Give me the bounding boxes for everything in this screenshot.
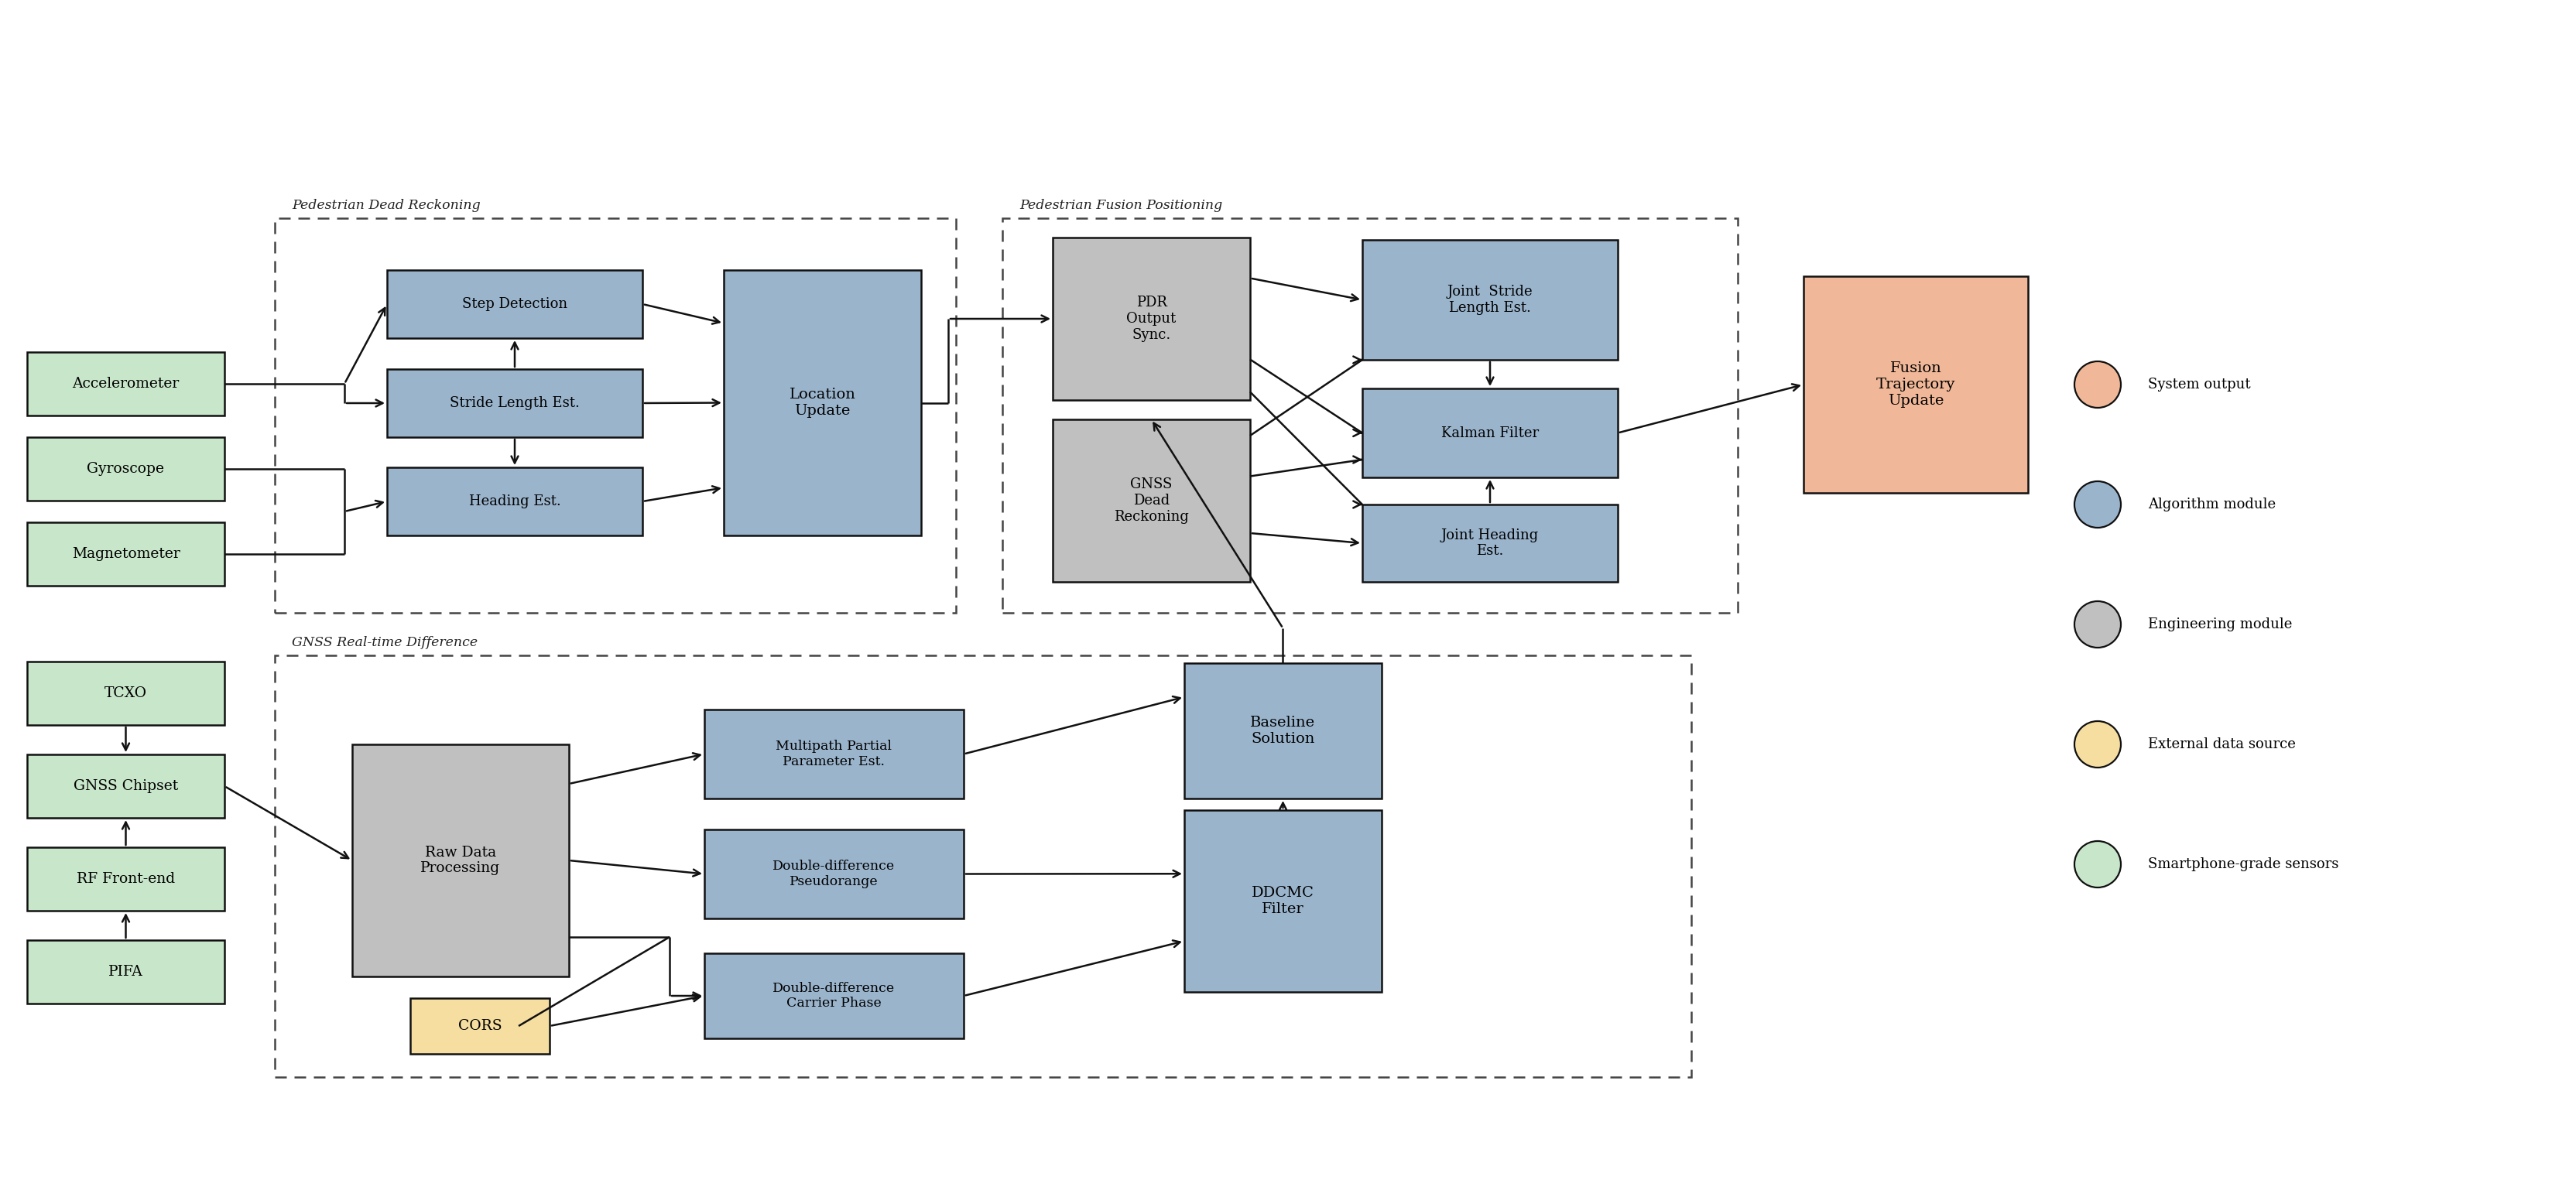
Text: GNSS Real-time Difference: GNSS Real-time Difference xyxy=(291,636,477,649)
Text: Baseline
Solution: Baseline Solution xyxy=(1249,716,1316,746)
FancyBboxPatch shape xyxy=(1803,277,2027,493)
Text: Accelerometer: Accelerometer xyxy=(72,377,180,390)
Text: PDR
Output
Sync.: PDR Output Sync. xyxy=(1126,296,1177,342)
FancyBboxPatch shape xyxy=(1363,504,1618,582)
Circle shape xyxy=(2074,841,2120,887)
Circle shape xyxy=(2074,601,2120,648)
FancyBboxPatch shape xyxy=(28,437,224,500)
Text: GNSS Chipset: GNSS Chipset xyxy=(75,779,178,794)
Text: Heading Est.: Heading Est. xyxy=(469,494,562,509)
FancyBboxPatch shape xyxy=(1363,239,1618,360)
Text: Pedestrian Dead Reckoning: Pedestrian Dead Reckoning xyxy=(291,199,482,212)
FancyBboxPatch shape xyxy=(28,847,224,911)
Text: Kalman Filter: Kalman Filter xyxy=(1440,426,1538,439)
FancyBboxPatch shape xyxy=(386,467,641,535)
FancyBboxPatch shape xyxy=(703,710,963,798)
Text: TCXO: TCXO xyxy=(106,686,147,700)
Text: Magnetometer: Magnetometer xyxy=(72,547,180,561)
Text: Gyroscope: Gyroscope xyxy=(88,462,165,476)
FancyBboxPatch shape xyxy=(386,271,641,338)
FancyBboxPatch shape xyxy=(28,754,224,818)
Text: Location
Update: Location Update xyxy=(788,388,855,418)
Text: PIFA: PIFA xyxy=(108,965,144,979)
FancyBboxPatch shape xyxy=(724,271,922,535)
FancyBboxPatch shape xyxy=(353,745,569,977)
FancyBboxPatch shape xyxy=(410,998,549,1053)
Text: Double-difference
Pseudorange: Double-difference Pseudorange xyxy=(773,859,896,888)
Text: Multipath Partial
Parameter Est.: Multipath Partial Parameter Est. xyxy=(775,740,891,768)
Text: Pedestrian Fusion Positioning: Pedestrian Fusion Positioning xyxy=(1020,199,1224,212)
FancyBboxPatch shape xyxy=(28,522,224,585)
FancyBboxPatch shape xyxy=(1363,388,1618,478)
FancyBboxPatch shape xyxy=(28,662,224,725)
Text: Double-difference
Carrier Phase: Double-difference Carrier Phase xyxy=(773,982,896,1010)
Text: Stride Length Est.: Stride Length Est. xyxy=(451,396,580,411)
Circle shape xyxy=(2074,481,2120,528)
Text: CORS: CORS xyxy=(459,1019,502,1033)
Text: Joint Heading
Est.: Joint Heading Est. xyxy=(1440,528,1538,558)
Text: RF Front-end: RF Front-end xyxy=(77,873,175,886)
Text: DDCMC
Filter: DDCMC Filter xyxy=(1252,886,1314,916)
Text: Engineering module: Engineering module xyxy=(2148,618,2293,631)
FancyBboxPatch shape xyxy=(1185,663,1381,798)
Text: Joint  Stride
Length Est.: Joint Stride Length Est. xyxy=(1448,285,1533,315)
FancyBboxPatch shape xyxy=(1054,237,1249,400)
FancyBboxPatch shape xyxy=(28,352,224,415)
Text: Fusion
Trajectory
Update: Fusion Trajectory Update xyxy=(1875,361,1955,408)
Circle shape xyxy=(2074,721,2120,767)
Circle shape xyxy=(2074,361,2120,408)
FancyBboxPatch shape xyxy=(703,830,963,918)
Text: System output: System output xyxy=(2148,377,2251,391)
Text: External data source: External data source xyxy=(2148,737,2295,752)
Text: Step Detection: Step Detection xyxy=(461,297,567,311)
Text: Smartphone-grade sensors: Smartphone-grade sensors xyxy=(2148,857,2339,871)
Text: Algorithm module: Algorithm module xyxy=(2148,498,2275,511)
FancyBboxPatch shape xyxy=(386,369,641,437)
Text: GNSS
Dead
Reckoning: GNSS Dead Reckoning xyxy=(1113,478,1190,523)
FancyBboxPatch shape xyxy=(1185,810,1381,992)
FancyBboxPatch shape xyxy=(1054,419,1249,582)
FancyBboxPatch shape xyxy=(28,940,224,1003)
FancyBboxPatch shape xyxy=(703,953,963,1038)
Text: Raw Data
Processing: Raw Data Processing xyxy=(420,845,500,875)
